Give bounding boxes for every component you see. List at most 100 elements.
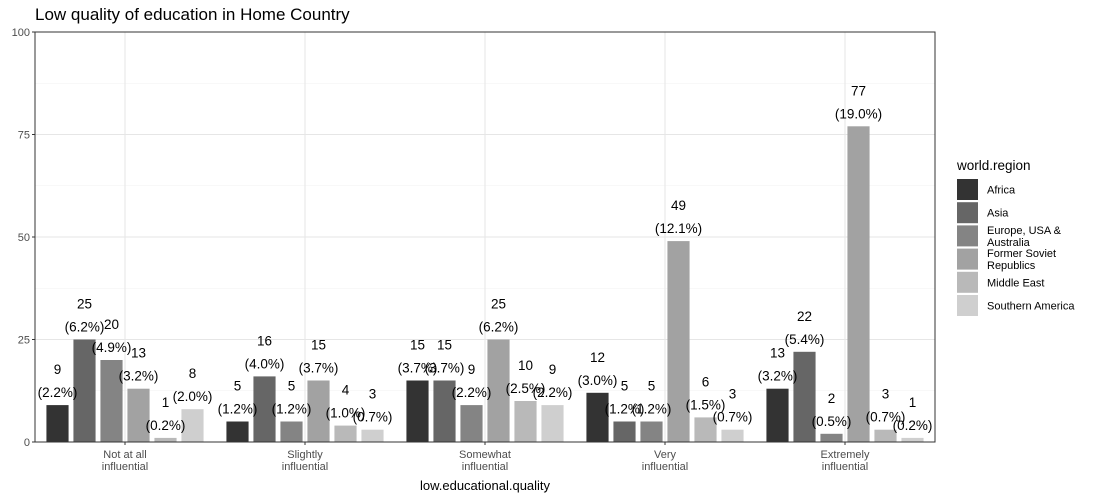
data-label: 77 <box>851 83 866 98</box>
data-label: (1.2%) <box>218 402 258 417</box>
data-label: (3.7%) <box>425 361 465 376</box>
bar <box>127 388 150 442</box>
data-label: 15 <box>311 338 326 353</box>
data-label: (0.7%) <box>866 410 906 425</box>
data-label: 15 <box>410 338 425 353</box>
bar <box>253 376 276 442</box>
y-tick-label: 100 <box>12 27 30 39</box>
bar <box>586 392 609 442</box>
legend-key <box>957 295 978 316</box>
data-label: (3.2%) <box>119 369 159 384</box>
data-label: (3.7%) <box>299 361 339 376</box>
bar <box>334 425 357 442</box>
bar <box>406 380 429 442</box>
legend-label: Republics <box>987 260 1036 272</box>
data-label: (2.0%) <box>173 389 213 404</box>
data-label: 9 <box>549 362 557 377</box>
bar <box>181 409 204 442</box>
data-label: 6 <box>702 374 710 389</box>
data-label: 5 <box>648 379 656 394</box>
bar <box>73 339 96 442</box>
data-label: (0.5%) <box>812 414 852 429</box>
bar <box>307 380 330 442</box>
bar <box>460 405 483 442</box>
bar <box>640 421 663 442</box>
data-label: (0.2%) <box>893 418 933 433</box>
legend-key <box>957 248 978 270</box>
data-label: 3 <box>369 387 377 402</box>
legend-label: Asia <box>987 208 1009 220</box>
x-tick-label: influential <box>282 461 328 473</box>
data-label: 5 <box>288 379 296 394</box>
data-label: (3.2%) <box>758 369 798 384</box>
data-label: 13 <box>770 346 785 361</box>
data-label: 5 <box>621 379 629 394</box>
x-tick-label: influential <box>102 461 148 473</box>
data-label: (1.2%) <box>605 402 645 417</box>
data-label: 15 <box>437 338 452 353</box>
legend-label: Europe, USA & <box>987 225 1062 237</box>
legend-label: Africa <box>987 185 1016 197</box>
data-label: 22 <box>797 309 812 324</box>
data-label: 10 <box>518 358 533 373</box>
data-label: (3.7%) <box>398 361 438 376</box>
data-label: (6.2%) <box>65 320 105 335</box>
chart-title: Low quality of education in Home Country <box>35 5 350 24</box>
legend-label: Australia <box>987 237 1031 249</box>
data-label: (2.2%) <box>533 385 573 400</box>
x-tick-label: influential <box>822 461 868 473</box>
data-label: (0.2%) <box>146 418 186 433</box>
x-axis-title: low.educational.quality <box>420 478 551 493</box>
y-tick-label: 75 <box>18 130 30 142</box>
data-label: (4.0%) <box>245 356 285 371</box>
bar <box>100 360 123 442</box>
data-label: (1.2%) <box>632 402 672 417</box>
data-label: 12 <box>590 350 605 365</box>
legend-key <box>957 225 978 247</box>
x-tick-label: influential <box>462 461 508 473</box>
data-label: (0.7%) <box>713 410 753 425</box>
data-label: (2.5%) <box>506 381 546 396</box>
x-tick-label: Slightly <box>287 449 323 461</box>
data-label: (1.0%) <box>326 406 366 421</box>
data-label: (4.9%) <box>92 340 132 355</box>
data-label: 25 <box>77 297 92 312</box>
data-label: 25 <box>491 297 506 312</box>
x-tick-label: influential <box>642 461 688 473</box>
data-label: (5.4%) <box>785 332 825 347</box>
data-label: 49 <box>671 198 686 213</box>
bar <box>874 429 897 442</box>
data-label: (3.0%) <box>578 373 618 388</box>
legend-label: Former Soviet <box>987 248 1056 260</box>
bar <box>280 421 303 442</box>
bar <box>820 433 843 442</box>
data-label: 8 <box>189 366 197 381</box>
data-label: 5 <box>234 379 242 394</box>
bar <box>694 417 717 442</box>
data-label: (1.5%) <box>686 397 726 412</box>
data-label: (6.2%) <box>479 320 519 335</box>
bar <box>901 437 924 442</box>
data-label: (12.1%) <box>655 221 702 236</box>
legend-key <box>957 271 978 293</box>
bar <box>766 388 789 442</box>
data-label: 1 <box>909 395 917 410</box>
bar <box>154 437 177 442</box>
bar <box>487 339 510 442</box>
data-label: 9 <box>468 362 476 377</box>
legend-label: Southern America <box>987 301 1075 313</box>
data-label: (0.7%) <box>353 410 393 425</box>
data-label: (1.2%) <box>272 402 312 417</box>
bar <box>721 429 744 442</box>
data-label: 3 <box>729 387 737 402</box>
bar <box>514 401 537 442</box>
bar <box>433 380 456 442</box>
bar <box>793 351 816 442</box>
data-label: 4 <box>342 383 350 398</box>
legend-title: world.region <box>956 158 1031 173</box>
x-tick-label: Not at all <box>103 449 146 461</box>
data-label: 13 <box>131 346 146 361</box>
bar <box>361 429 384 442</box>
data-label: 1 <box>162 395 170 410</box>
